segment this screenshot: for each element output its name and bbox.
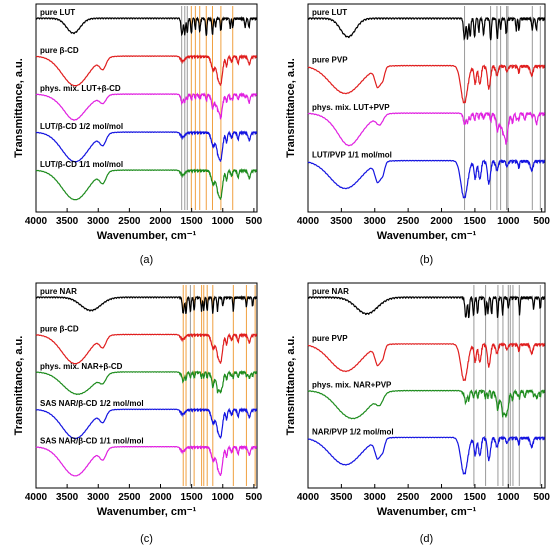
x-axis-label: Wavenumber, cm⁻¹ (377, 506, 477, 518)
series-label: pure β-CD (40, 46, 79, 55)
x-tick-label: 3500 (56, 492, 79, 503)
series-label: NAR/PVP 1/2 mol/mol (312, 427, 394, 436)
x-tick-label: 3500 (56, 216, 79, 227)
series-label: pure NAR (312, 287, 349, 296)
x-tick-label: 500 (246, 216, 263, 227)
panel-2: pure LUT pure PVP phys. mix. LUT+PVP LUT/PV… (285, 3, 550, 266)
spectrum-line (35, 444, 257, 477)
plot-frame (307, 282, 546, 489)
x-tick-label: 500 (246, 492, 263, 503)
x-tick-label: 1000 (497, 216, 520, 227)
series-label: pure PVP (312, 56, 348, 65)
spectrum-line (35, 369, 257, 396)
spectrum-line (35, 167, 257, 201)
spectrum-line (307, 158, 545, 199)
series-label: pure LUT (40, 8, 75, 17)
y-axis-label: Transmittance, a.u. (285, 58, 297, 158)
plot-frame (35, 282, 258, 489)
series-label: pure LUT (312, 8, 347, 17)
x-tick-label: 3000 (364, 492, 387, 503)
x-tick-label: 1000 (497, 492, 520, 503)
spectrum-line (35, 91, 257, 121)
series-label: pure PVP (312, 334, 348, 343)
panel-3: pure NAR pure β-CD phys. mix. NAR+β-CD SAS … (13, 282, 263, 545)
x-tick-label: 2500 (397, 492, 420, 503)
series-label: phys. mix. LUT+β-CD (40, 84, 121, 93)
plot-frame (307, 3, 546, 213)
y-axis-label: Transmittance, a.u. (13, 58, 25, 158)
spectrum-line (35, 129, 257, 163)
x-tick-label: 1500 (181, 216, 204, 227)
x-tick-label: 2500 (118, 492, 141, 503)
plot-frame (35, 3, 258, 213)
series-label: pure β-CD (40, 324, 79, 333)
x-tick-label: 1000 (212, 216, 235, 227)
panel-1: pure LUT pure β-CD phys. mix. LUT+β-CD LUT/… (13, 3, 263, 266)
series-label: phys. mix. NAR+PVP (312, 381, 392, 390)
spectrum-line (35, 15, 257, 37)
spectrum-line (35, 332, 257, 365)
spectrum-line (307, 341, 545, 382)
spectrum-line (35, 294, 257, 315)
y-axis-label: Transmittance, a.u. (285, 336, 297, 436)
x-tick-label: 500 (533, 492, 550, 503)
spectrum-line (307, 295, 545, 319)
x-tick-label: 1500 (181, 492, 204, 503)
panel-label: (a) (140, 254, 153, 266)
panel-label: (d) (420, 533, 433, 545)
x-tick-label: 2500 (118, 216, 141, 227)
x-tick-label: 2000 (149, 492, 172, 503)
x-axis-label: Wavenumber, cm⁻¹ (97, 230, 197, 242)
x-tick-label: 2000 (430, 216, 453, 227)
series-label: LUT/β-CD 1/1 mol/mol (40, 160, 123, 169)
x-tick-label: 500 (533, 216, 550, 227)
x-tick-label: 2000 (430, 492, 453, 503)
panel-4: pure NAR pure PVP phys. mix. NAR+PVP NAR/PV… (285, 282, 550, 545)
x-tick-label: 2000 (149, 216, 172, 227)
x-axis-label: Wavenumber, cm⁻¹ (97, 506, 197, 518)
series-label: pure NAR (40, 287, 77, 296)
x-tick-label: 4000 (297, 492, 320, 503)
panel-label: (b) (420, 254, 433, 266)
spectrum-line (307, 434, 545, 475)
x-tick-label: 2500 (397, 216, 420, 227)
x-tick-label: 4000 (25, 216, 48, 227)
spectrum-line (307, 388, 545, 420)
x-tick-label: 3500 (330, 216, 353, 227)
x-tick-label: 3000 (87, 492, 110, 503)
spectrum-line (35, 407, 257, 439)
y-axis-label: Transmittance, a.u. (13, 336, 25, 436)
series-label: SAS NAR/β-CD 1/1 mol/mol (40, 437, 144, 446)
panel-label: (c) (140, 533, 153, 545)
spectrum-line (307, 16, 545, 41)
x-tick-label: 1500 (464, 216, 487, 227)
spectrum-line (35, 53, 257, 87)
x-tick-label: 3500 (330, 492, 353, 503)
series-label: phys. mix. NAR+β-CD (40, 362, 123, 371)
x-tick-label: 3000 (87, 216, 110, 227)
x-tick-label: 1000 (212, 492, 235, 503)
x-tick-label: 4000 (25, 492, 48, 503)
spectrum-line (307, 111, 545, 147)
series-label: SAS NAR/β-CD 1/2 mol/mol (40, 399, 144, 408)
x-tick-label: 1500 (464, 492, 487, 503)
spectrum-line (307, 63, 545, 104)
x-tick-label: 3000 (364, 216, 387, 227)
x-tick-label: 4000 (297, 216, 320, 227)
series-label: LUT/β-CD 1/2 mol/mol (40, 122, 123, 131)
x-axis-label: Wavenumber, cm⁻¹ (377, 230, 477, 242)
series-label: LUT/PVP 1/1 mol/mol (312, 151, 392, 160)
series-label: phys. mix. LUT+PVP (312, 103, 390, 112)
